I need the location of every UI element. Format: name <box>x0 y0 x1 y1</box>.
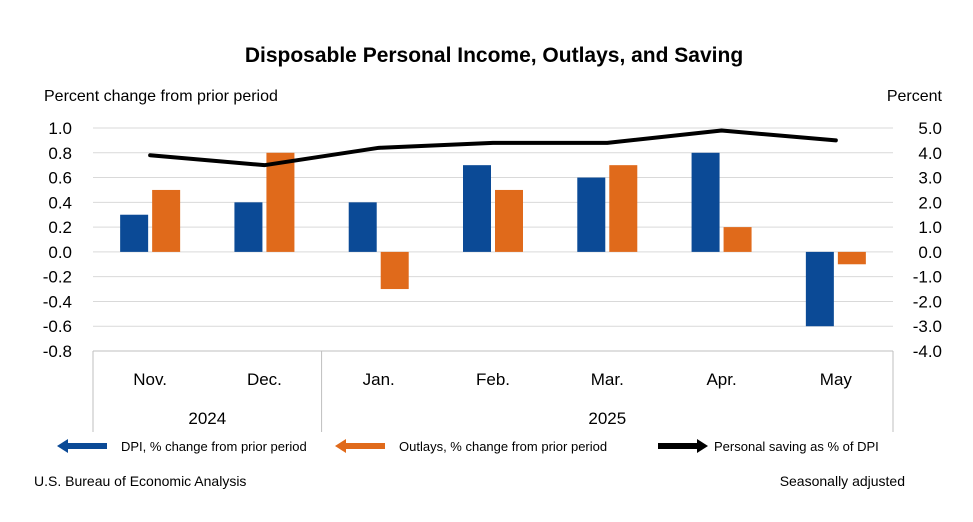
legend-label: Outlays, % change from prior period <box>399 439 607 454</box>
category-label: Apr. <box>706 370 736 389</box>
right-tick-label: -1.0 <box>913 268 942 287</box>
dpi-bar <box>348 202 377 252</box>
axis-ticks: 1.0 0.8 0.6 0.4 0.2 0.0 -0.2 -0.4 -0.6 -0.8 5.0 4.0… <box>43 119 942 361</box>
bars <box>120 152 866 327</box>
outlays-bar <box>837 251 866 265</box>
left-tick-label: -0.4 <box>43 292 72 311</box>
source-note: U.S. Bureau of Economic Analysis <box>34 473 246 489</box>
right-tick-label: 5.0 <box>918 119 942 138</box>
right-tick-label: 2.0 <box>918 193 942 212</box>
left-tick-label: 0.2 <box>48 218 72 237</box>
legend-item: DPI, % change from prior period <box>57 439 307 454</box>
left-tick-label: 0.8 <box>48 144 72 163</box>
right-axis-title: Percent <box>887 88 943 105</box>
outlays-bar <box>380 251 409 290</box>
saving-rate-line <box>148 128 838 168</box>
dpi-bar <box>120 214 149 252</box>
right-tick-label: -3.0 <box>913 317 942 336</box>
legend-item: Personal saving as % of DPI <box>658 439 879 454</box>
right-tick-label: 3.0 <box>918 169 942 188</box>
dpi-bar <box>805 251 834 327</box>
left-tick-label: 0.6 <box>48 169 72 188</box>
dpi-bar <box>463 165 491 252</box>
right-tick-label: 4.0 <box>918 144 942 163</box>
legend-item: Outlays, % change from prior period <box>335 439 607 454</box>
saving-line-layer <box>148 128 838 168</box>
dpi-bar <box>691 152 720 252</box>
right-tick-label: 0.0 <box>918 243 942 262</box>
year-group-label: 2025 <box>588 409 626 428</box>
left-tick-label: -0.6 <box>43 317 72 336</box>
legend-label: Personal saving as % of DPI <box>714 439 879 454</box>
outlays-bar <box>152 189 181 252</box>
chart-title: Disposable Personal Income, Outlays, and… <box>245 44 743 67</box>
left-tick-label: 0.4 <box>48 193 72 212</box>
legend-arrow-icon <box>57 439 68 453</box>
legend-arrow-icon <box>335 439 346 453</box>
category-label: May <box>820 370 853 389</box>
category-axis: Nov. Dec. Jan. Feb. Mar. Apr. May 2024 2025 <box>92 350 894 432</box>
adjustment-note: Seasonally adjusted <box>780 473 905 489</box>
left-tick-label: -0.2 <box>43 268 72 287</box>
outlays-bar <box>495 189 523 252</box>
dpi-bar <box>234 202 263 252</box>
category-label: Jan. <box>363 370 395 389</box>
left-axis-title: Percent change from prior period <box>44 88 278 105</box>
category-label: Dec. <box>247 370 282 389</box>
outlays-bar <box>266 152 295 252</box>
outlays-bar <box>609 165 638 252</box>
right-tick-label: 1.0 <box>918 218 942 237</box>
category-label: Nov. <box>133 370 167 389</box>
outlays-bar <box>723 227 752 252</box>
legend-arrow-icon <box>697 439 708 453</box>
left-tick-label: 1.0 <box>48 119 72 138</box>
category-label: Feb. <box>476 370 510 389</box>
category-label: Mar. <box>591 370 624 389</box>
right-tick-label: -4.0 <box>913 342 942 361</box>
year-group-label: 2024 <box>188 409 226 428</box>
legend: DPI, % change from prior period Outlays, … <box>57 439 879 454</box>
dpi-bar <box>577 177 606 252</box>
right-tick-label: -2.0 <box>913 292 942 311</box>
legend-label: DPI, % change from prior period <box>121 439 307 454</box>
left-tick-label: 0.0 <box>48 243 72 262</box>
left-tick-label: -0.8 <box>43 342 72 361</box>
